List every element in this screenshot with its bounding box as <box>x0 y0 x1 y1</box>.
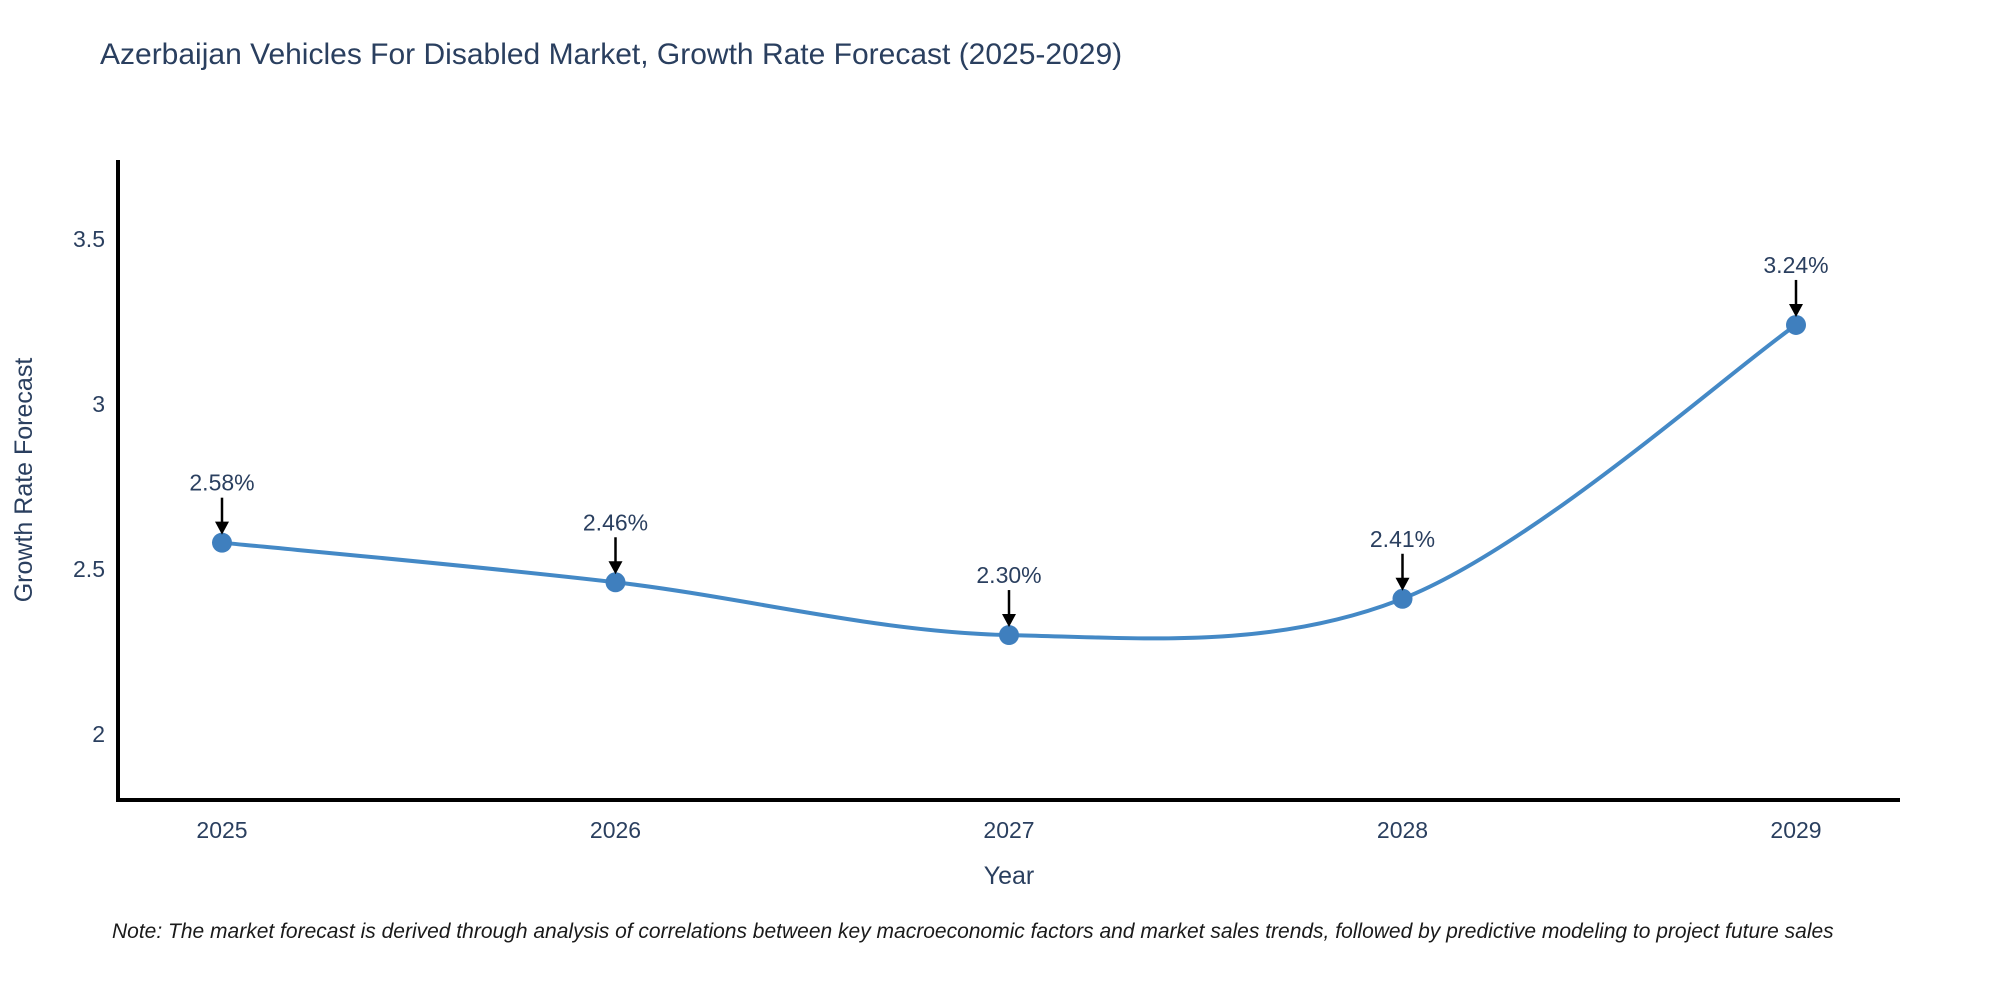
data-point <box>212 532 232 553</box>
data-point-label: 2.58% <box>189 470 254 496</box>
forecast-line <box>220 322 1798 641</box>
footnote: Note: The market forecast is derived thr… <box>112 920 1834 943</box>
annotation-arrow-head <box>608 561 623 575</box>
annotation-arrow-head <box>1789 303 1803 317</box>
x-tick-label: 2025 <box>196 817 247 843</box>
data-point <box>1786 314 1806 335</box>
data-point <box>605 572 626 593</box>
annotation-arrow-head <box>1002 614 1016 628</box>
x-tick-label: 2026 <box>590 817 641 843</box>
data-point <box>1392 588 1413 609</box>
x-tick-label: 2028 <box>1377 817 1428 843</box>
data-point-label: 2.41% <box>1370 526 1435 552</box>
x-tick-label: 2029 <box>1770 817 1821 843</box>
y-axis-title: Growth Rate Forecast <box>10 358 38 603</box>
annotation-arrow-head <box>215 521 229 535</box>
data-point-label: 3.24% <box>1763 252 1828 278</box>
data-point-label: 2.46% <box>583 509 648 535</box>
y-tick-label: 3.5 <box>73 226 105 252</box>
y-tick-label: 2 <box>92 721 105 747</box>
data-point <box>999 625 1019 646</box>
x-tick-label: 2027 <box>983 817 1034 843</box>
y-tick-label: 3 <box>92 391 105 417</box>
y-tick-label: 2.5 <box>73 556 105 582</box>
annotation-arrow-head <box>1395 577 1410 591</box>
chart-title: Azerbaijan Vehicles For Disabled Market,… <box>100 38 1123 71</box>
data-point-label: 2.30% <box>976 562 1041 588</box>
x-axis-title: Year <box>984 862 1035 890</box>
axis-lines <box>116 160 1900 802</box>
